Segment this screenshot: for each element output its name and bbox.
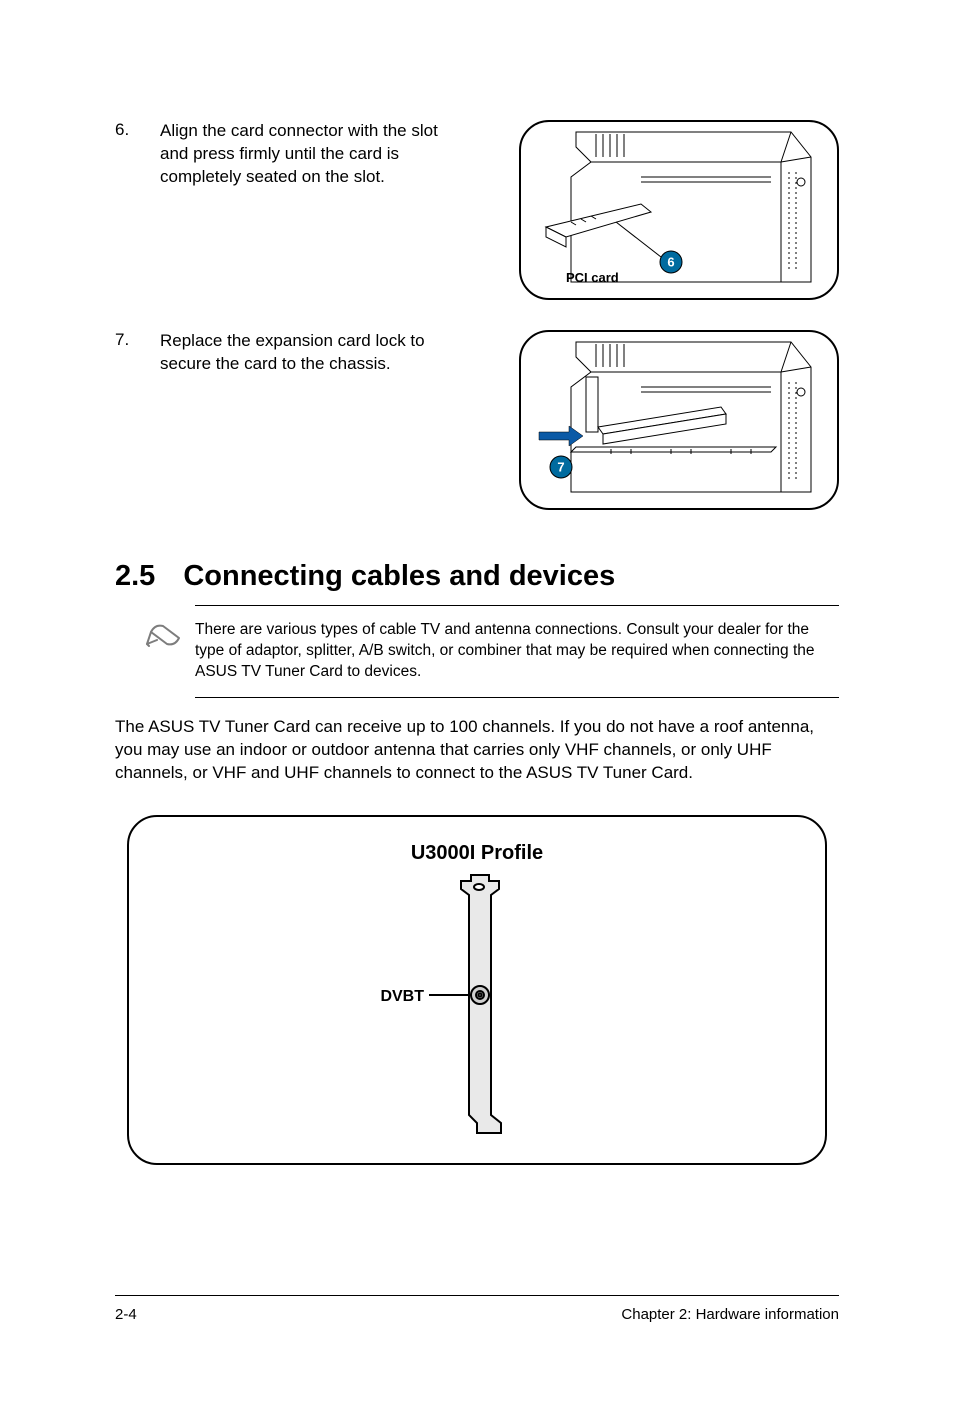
step-6-text: Align the card connector with the slot a…	[160, 120, 440, 189]
step-7-figure: 7	[519, 330, 839, 510]
step-6-number: 6.	[115, 120, 160, 140]
body-paragraph: The ASUS TV Tuner Card can receive up to…	[115, 716, 839, 785]
section-rule-bottom	[195, 697, 839, 698]
pci-card-label: PCI card	[566, 270, 619, 285]
page-footer: 2-4 Chapter 2: Hardware information	[115, 1295, 839, 1323]
section-heading: 2.5 Connecting cables and devices	[115, 560, 839, 593]
step-7-number: 7.	[115, 330, 160, 350]
step-7-row: 7. Replace the expansion card lock to se…	[115, 330, 839, 510]
step-7-marker-text: 7	[557, 460, 564, 475]
step-6-figure: 6 PCI card	[519, 120, 839, 300]
arrow-icon	[539, 426, 583, 446]
footer-chapter: Chapter 2: Hardware information	[621, 1306, 839, 1323]
step-6-marker-text: 6	[667, 255, 674, 270]
note-pencil-icon	[145, 620, 195, 659]
footer-page-number: 2-4	[115, 1306, 137, 1323]
profile-title: U3000I Profile	[129, 842, 825, 865]
section-title: Connecting cables and devices	[183, 560, 615, 592]
dvbt-label: DVBT	[380, 988, 424, 1005]
step-7-text: Replace the expansion card lock to secur…	[160, 330, 440, 376]
step-6-row: 6. Align the card connector with the slo…	[115, 120, 839, 300]
note-text: There are various types of cable TV and …	[195, 620, 839, 683]
section-rule-top	[195, 605, 839, 606]
note-row: There are various types of cable TV and …	[145, 620, 839, 683]
section-number: 2.5	[115, 560, 155, 592]
profile-box: U3000I Profile DVBT	[127, 815, 827, 1165]
profile-diagram: DVBT	[129, 865, 829, 1155]
